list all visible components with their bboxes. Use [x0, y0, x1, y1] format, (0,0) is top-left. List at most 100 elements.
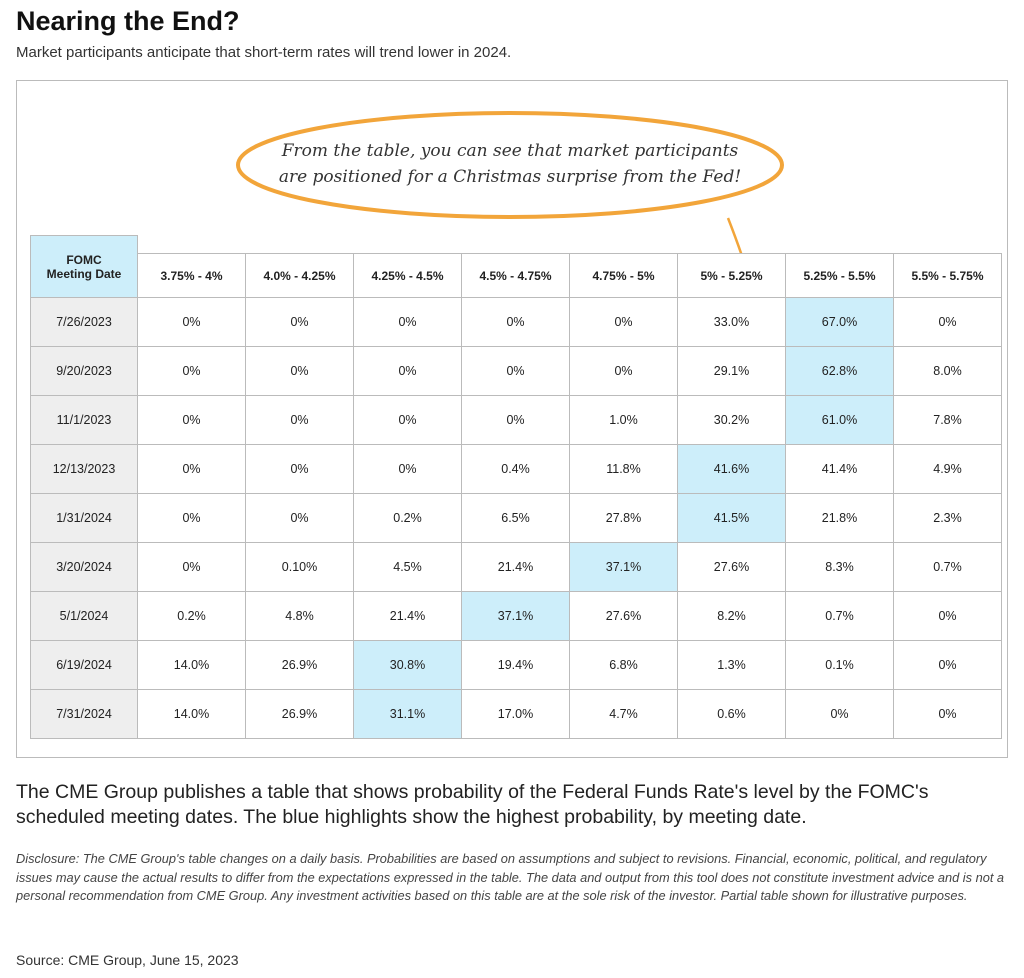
- cell: 0.7%: [893, 542, 1002, 592]
- cell: 26.9%: [245, 640, 354, 690]
- cell: 0%: [569, 297, 678, 347]
- row-date: 6/19/2024: [30, 640, 138, 690]
- title: Nearing the End?: [16, 6, 240, 36]
- cell: 41.4%: [785, 444, 894, 494]
- callout-ellipse: [236, 111, 784, 219]
- cell: 0.4%: [461, 444, 570, 494]
- cell: 0%: [461, 346, 570, 396]
- cell: 0%: [137, 395, 246, 445]
- cell: 27.8%: [569, 493, 678, 543]
- body-text: The CME Group publishes a table that sho…: [16, 781, 929, 828]
- cell: 7.8%: [893, 395, 1002, 445]
- cell: 0%: [353, 297, 462, 347]
- cell: 1.0%: [569, 395, 678, 445]
- cell: 6.5%: [461, 493, 570, 543]
- callout-line: are positioned for a Christmas surprise …: [278, 167, 742, 187]
- cell: 33.0%: [677, 297, 786, 347]
- cell: 11.8%: [569, 444, 678, 494]
- cell: 29.1%: [677, 346, 786, 396]
- cell: 0%: [137, 542, 246, 592]
- cell: 1.3%: [677, 640, 786, 690]
- cell: 0%: [353, 444, 462, 494]
- cell: 21.4%: [353, 591, 462, 641]
- disclosure: Disclosure: The CME Group's table change…: [16, 851, 1005, 903]
- cell: 21.4%: [461, 542, 570, 592]
- cell: 2.3%: [893, 493, 1002, 543]
- cell: 0.6%: [677, 689, 786, 739]
- cell: 0%: [245, 297, 354, 347]
- row-date: 12/13/2023: [30, 444, 138, 494]
- row-date: 7/26/2023: [30, 297, 138, 347]
- cell: 8.0%: [893, 346, 1002, 396]
- row-date: 9/20/2023: [30, 346, 138, 396]
- cell: 4.9%: [893, 444, 1002, 494]
- cell: 0%: [353, 346, 462, 396]
- cell: 8.3%: [785, 542, 894, 592]
- cell: 61.0%: [785, 395, 894, 445]
- subtitle: Market participants anticipate that shor…: [16, 44, 512, 61]
- cell: 4.7%: [569, 689, 678, 739]
- column-header: 4.75% - 5%: [569, 253, 678, 298]
- cell: 0%: [893, 297, 1002, 347]
- cell: 6.8%: [569, 640, 678, 690]
- cell: 30.8%: [353, 640, 462, 690]
- cell: 0.1%: [785, 640, 894, 690]
- row-date: 7/31/2024: [30, 689, 138, 739]
- column-header: 4.25% - 4.5%: [353, 253, 462, 298]
- cell: 21.8%: [785, 493, 894, 543]
- cell: 19.4%: [461, 640, 570, 690]
- row-date: 11/1/2023: [30, 395, 138, 445]
- column-header: FOMC Meeting Date: [30, 235, 138, 298]
- cell: 27.6%: [569, 591, 678, 641]
- column-header: 5.5% - 5.75%: [893, 253, 1002, 298]
- cell: 0%: [245, 444, 354, 494]
- cell: 0%: [137, 346, 246, 396]
- cell: 41.6%: [677, 444, 786, 494]
- column-header: 4.0% - 4.25%: [245, 253, 354, 298]
- cell: 0.10%: [245, 542, 354, 592]
- cell: 0%: [893, 640, 1002, 690]
- row-date: 5/1/2024: [30, 591, 138, 641]
- cell: 0%: [893, 689, 1002, 739]
- cell: 0%: [137, 297, 246, 347]
- cell: 8.2%: [677, 591, 786, 641]
- cell: 0%: [461, 395, 570, 445]
- row-date: 3/20/2024: [30, 542, 138, 592]
- column-header: 3.75% - 4%: [137, 253, 246, 298]
- column-header: 4.5% - 4.75%: [461, 253, 570, 298]
- cell: 37.1%: [569, 542, 678, 592]
- cell: 0%: [569, 346, 678, 396]
- callout-text: From the table, you can see that market …: [250, 138, 770, 190]
- cell: 0%: [461, 297, 570, 347]
- cell: 0%: [137, 493, 246, 543]
- source: Source: CME Group, June 15, 2023: [16, 952, 239, 968]
- cell: 17.0%: [461, 689, 570, 739]
- cell: 0%: [353, 395, 462, 445]
- cell: 14.0%: [137, 689, 246, 739]
- cell: 27.6%: [677, 542, 786, 592]
- cell: 37.1%: [461, 591, 570, 641]
- cell: 31.1%: [353, 689, 462, 739]
- cell: 0.2%: [353, 493, 462, 543]
- cell: 62.8%: [785, 346, 894, 396]
- column-header: 5% - 5.25%: [677, 253, 786, 298]
- cell: 41.5%: [677, 493, 786, 543]
- cell: 0.2%: [137, 591, 246, 641]
- row-date: 1/31/2024: [30, 493, 138, 543]
- cell: 0.7%: [785, 591, 894, 641]
- cell: 26.9%: [245, 689, 354, 739]
- cell: 30.2%: [677, 395, 786, 445]
- cell: 0%: [245, 395, 354, 445]
- cell: 0%: [137, 444, 246, 494]
- cell: 67.0%: [785, 297, 894, 347]
- callout-line: From the table, you can see that market …: [281, 141, 739, 161]
- cell: 4.5%: [353, 542, 462, 592]
- frame: [16, 80, 1008, 758]
- cell: 0%: [893, 591, 1002, 641]
- cell: 0%: [245, 493, 354, 543]
- cell: 14.0%: [137, 640, 246, 690]
- cell: 0%: [245, 346, 354, 396]
- column-header: 5.25% - 5.5%: [785, 253, 894, 298]
- cell: 0%: [785, 689, 894, 739]
